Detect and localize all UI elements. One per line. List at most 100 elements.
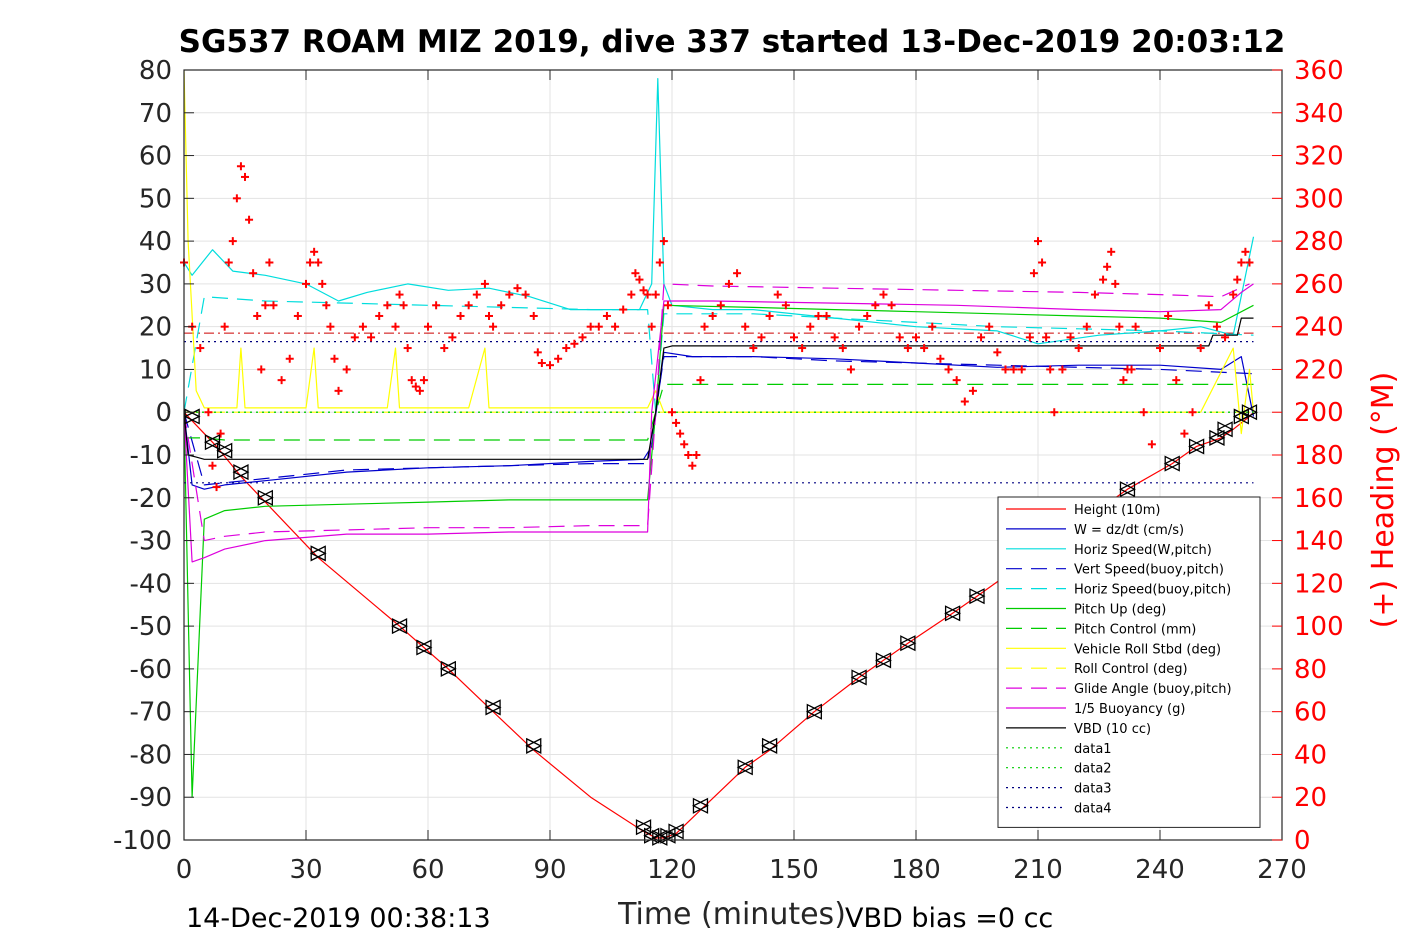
depth-marker-left — [692, 797, 709, 814]
depth-marker — [1216, 421, 1234, 438]
heading-point — [269, 301, 278, 310]
heading-point — [773, 290, 782, 299]
legend-label: data2 — [1074, 762, 1112, 777]
heading-point — [1058, 365, 1067, 374]
depth-marker — [899, 635, 917, 652]
heading-point — [1042, 333, 1051, 342]
y-axis-right-label: (+) Heading (°M) — [1366, 372, 1401, 629]
heading-point — [403, 344, 412, 353]
heading-point — [322, 301, 331, 310]
heading-point — [912, 333, 920, 342]
heading-point — [586, 322, 595, 331]
y-tick-label: 30 — [139, 270, 172, 300]
y-right-tick-label: 140 — [1294, 527, 1344, 557]
heading-point — [668, 408, 676, 417]
x-tick-label: 210 — [1013, 855, 1063, 885]
heading-point — [285, 354, 294, 363]
heading-point — [253, 311, 262, 320]
depth-marker — [643, 827, 661, 844]
heading-point — [1099, 275, 1108, 284]
heading-point — [651, 290, 660, 299]
heading-point — [220, 322, 229, 331]
legend-label: data1 — [1074, 742, 1112, 757]
heading-point — [1107, 247, 1116, 256]
heading-point — [1245, 258, 1254, 267]
heading-point — [306, 258, 315, 267]
depth-marker-left — [484, 699, 501, 716]
y-tick-label: -80 — [130, 740, 172, 770]
heading-point — [302, 279, 310, 288]
heading-point — [562, 344, 571, 353]
heading-point — [1103, 262, 1112, 271]
depth-marker — [1119, 481, 1136, 498]
heading-point — [1038, 258, 1047, 267]
y-right-tick-label: 260 — [1294, 270, 1344, 300]
x-tick-label: 180 — [891, 855, 941, 885]
depth-marker-left — [415, 639, 432, 656]
series-line-12 — [184, 317, 1254, 460]
heading-point — [936, 354, 945, 363]
depth-marker-left — [1163, 455, 1180, 472]
y-tick-label: 80 — [139, 56, 172, 86]
heading-point — [208, 461, 217, 470]
depth-marker — [736, 759, 754, 776]
legend-label: Vert Speed(buoy,pitch) — [1074, 563, 1224, 578]
y-tick-label: -90 — [130, 783, 172, 813]
heading-point — [411, 382, 420, 391]
legend: Height (10m) W = dz/dt (cm/s) Horiz Speed(… — [997, 496, 1261, 828]
legend-label: data4 — [1074, 802, 1112, 817]
x-tick-label: 60 — [411, 855, 444, 885]
depth-marker-left — [1208, 429, 1225, 446]
y-tick-label: -20 — [130, 484, 172, 514]
y-right-tick-label: 120 — [1294, 569, 1344, 599]
heading-point — [1188, 408, 1197, 417]
footer-timestamp: 14-Dec-2019 00:38:13 — [186, 903, 491, 934]
y-tick-label: 40 — [139, 227, 172, 257]
heading-point — [879, 290, 888, 299]
y-tick-label: 0 — [155, 398, 172, 428]
heading-point — [1131, 322, 1140, 331]
heading-point — [846, 365, 855, 374]
legend-label: Pitch Up (deg) — [1074, 603, 1166, 618]
x-tick-label: 270 — [1257, 855, 1307, 885]
depth-marker-left — [183, 408, 200, 425]
heading-point — [830, 333, 839, 342]
y-tick-label: 60 — [139, 142, 172, 172]
heading-point — [863, 311, 872, 320]
depth-marker-left — [736, 759, 753, 776]
heading-point — [1164, 311, 1173, 320]
heading-point — [903, 344, 912, 353]
depth-marker — [391, 618, 408, 635]
heading-point — [358, 322, 367, 331]
axis-ticks: 0 30 60 90 120 150 180 210 240 270 80 70 60 50 40 30 20 1… — [113, 56, 1344, 885]
heading-point — [798, 344, 807, 353]
heading-point — [367, 333, 376, 342]
heading-point — [985, 322, 994, 331]
heading-point — [968, 386, 977, 395]
heading-point — [684, 451, 693, 459]
depth-marker-left — [525, 737, 542, 754]
heading-point — [314, 258, 323, 267]
depth-marker — [667, 823, 685, 840]
y-right-tick-label: 320 — [1294, 142, 1344, 172]
heading-point — [838, 344, 847, 353]
depth-marker-left — [1216, 421, 1233, 438]
y-tick-label: -30 — [130, 527, 172, 557]
heading-point — [464, 301, 473, 310]
heading-point — [1029, 269, 1038, 278]
heading-point — [513, 284, 522, 293]
depth-marker — [692, 797, 709, 814]
heading-point — [505, 290, 514, 299]
depth-marker-left — [667, 823, 684, 840]
series-line-7 — [184, 383, 1254, 441]
depth-marker — [1208, 429, 1226, 446]
y-right-tick-label: 200 — [1294, 398, 1344, 428]
depth-marker — [875, 652, 892, 669]
heading-point — [440, 344, 449, 353]
y-right-tick-label: 300 — [1294, 184, 1344, 214]
heading-point — [692, 451, 701, 459]
heading-point — [1180, 429, 1189, 438]
heading-point — [765, 311, 774, 320]
heading-point — [1172, 376, 1181, 385]
y-tick-label: -50 — [130, 612, 172, 642]
